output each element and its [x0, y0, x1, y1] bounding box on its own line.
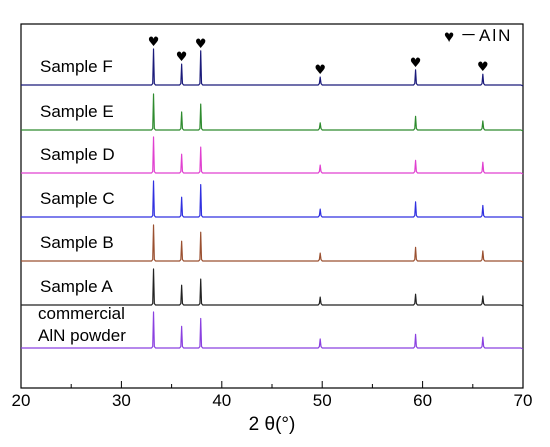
heart-marker-icon: ♥: [314, 63, 326, 78]
series-label: Sample E: [40, 102, 114, 121]
series-label: Sample B: [40, 233, 114, 252]
series-label: Sample D: [40, 145, 115, 164]
x-tick-label: 70: [514, 391, 533, 410]
heart-marker-icon: ♥: [148, 35, 160, 50]
series-label: Sample F: [40, 57, 113, 76]
series-trace: [21, 268, 524, 307]
heart-marker-icon: ♥: [195, 37, 207, 52]
x-axis-label: 2 θ(°): [249, 414, 296, 435]
heart-marker-icon: ♥: [410, 56, 422, 71]
series-label: AlN powder: [38, 326, 126, 345]
x-tick-label: 40: [212, 391, 231, 410]
peak-markers-group: ♥ ♥ ♥ ♥ ♥ ♥: [148, 35, 489, 78]
heart-marker-icon: ♥: [477, 60, 489, 75]
series-trace: [21, 311, 524, 350]
series-label: commercial: [38, 304, 125, 323]
x-ticks-group: 20 30 40 50 60 70: [12, 381, 533, 410]
x-tick-label: 30: [112, 391, 131, 410]
series-trace: [21, 180, 524, 219]
legend-label: －AlN: [460, 26, 512, 45]
legend-heart-icon: ♥: [444, 27, 454, 46]
heart-marker-icon: ♥: [176, 50, 188, 65]
series-label: Sample C: [40, 189, 115, 208]
series-label: Sample A: [40, 277, 113, 296]
x-tick-label: 20: [12, 391, 31, 410]
series-trace: [21, 93, 524, 132]
series-labels-group: Sample F Sample E Sample D Sample C Sample B…: [38, 57, 126, 345]
traces-group: [21, 48, 524, 350]
series-trace: [21, 136, 524, 175]
series-trace: [21, 224, 524, 263]
series-trace: [21, 48, 524, 87]
x-tick-label: 60: [413, 391, 432, 410]
x-tick-label: 50: [313, 391, 332, 410]
